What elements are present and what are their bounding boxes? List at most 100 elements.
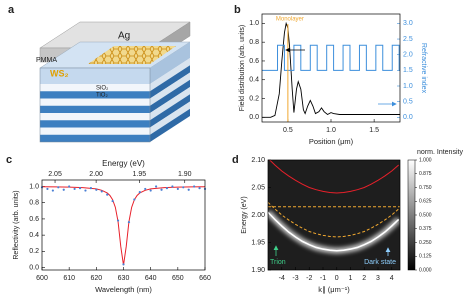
colorbar-tick-label: 0.750 [419, 185, 432, 191]
stack-layer-side [150, 94, 190, 128]
data-point [84, 189, 87, 192]
colorbar-tick-label: 0.000 [419, 267, 432, 273]
stack-layer-side [150, 101, 190, 135]
x-tick-label: 630 [118, 275, 130, 282]
x-axis-label: Position (μm) [309, 137, 354, 146]
y-tick-label: 1.0 [29, 183, 39, 190]
structure-diagram: a Ag PMMA WS₂ SiO₂ TiO₂ [8, 4, 191, 143]
x2-tick-label: 1.90 [178, 171, 192, 178]
x2-tick-label: 1.95 [132, 171, 146, 178]
stack-layer-side [150, 58, 190, 92]
x-tick-label: 0 [335, 275, 339, 282]
data-point [116, 219, 120, 222]
colorbar-tick-label: 0.375 [419, 226, 432, 232]
layer-label: SiO₂ [96, 86, 109, 92]
data-point [149, 189, 152, 192]
data-point [68, 185, 71, 188]
data-point [193, 185, 196, 188]
y2-tick-label: 1.5 [403, 67, 413, 74]
data-point [171, 185, 174, 188]
stack-layer-side [150, 72, 190, 106]
data-point [138, 191, 141, 194]
y-tick-label: 2.00 [251, 212, 265, 219]
layer-label: Ag [118, 31, 130, 42]
stack-layer [40, 84, 150, 92]
x-tick-label: 600 [36, 275, 48, 282]
data-point [51, 189, 54, 192]
colorbar-label: norm. Intensity [417, 149, 463, 156]
y2-tick-label: 1.0 [403, 83, 413, 90]
y-tick-label: 1.90 [251, 267, 265, 274]
stack-layer [40, 120, 150, 128]
x-axis-label: Wavelength (nm) [95, 285, 152, 294]
colorbar [407, 159, 416, 271]
x-tick-label: 650 [172, 275, 184, 282]
y-tick-label: 0.8 [29, 200, 39, 207]
x-tick-label: -3 [292, 275, 298, 282]
colorbar-tick-label: 0.625 [419, 199, 432, 205]
y-tick-label: 1.0 [249, 20, 259, 27]
data-point [78, 187, 82, 190]
annotation: Trion [270, 259, 286, 266]
y2-tick-label: 0.0 [403, 114, 413, 121]
pmma-side [150, 42, 190, 84]
stack-layer [40, 113, 150, 121]
colorbar-tick-label: 0.500 [419, 212, 432, 218]
y-tick-label: 2.10 [251, 157, 265, 164]
data-point [127, 221, 131, 224]
y2-tick-label: 2.5 [403, 36, 413, 43]
x-tick-label: 640 [145, 275, 157, 282]
y-tick-label: 0.4 [29, 232, 39, 239]
stack-layer-side [150, 108, 190, 142]
series-line [262, 44, 400, 71]
x2-tick-label: 2.00 [89, 171, 103, 178]
stack-layer-side [150, 87, 190, 121]
stack-layer [40, 98, 150, 106]
y-tick-label: 0.0 [29, 264, 39, 271]
x2-axis-label: Energy (eV) [102, 159, 145, 168]
data-point [95, 188, 98, 191]
x-tick-label: -2 [306, 275, 312, 282]
x2-tick-label: 2.05 [48, 171, 62, 178]
series-line [268, 201, 399, 238]
data-point [133, 198, 136, 201]
stack-layer [40, 127, 150, 135]
panel-label: b [234, 4, 241, 16]
x-tick-label: -4 [279, 275, 285, 282]
x-tick-label: 1 [349, 275, 353, 282]
panel-label: c [6, 154, 12, 166]
layer-label: WS₂ [50, 68, 69, 78]
y2-axis-label: Refractive index [420, 43, 427, 94]
data-point [176, 187, 179, 191]
series-line [268, 211, 400, 252]
panel-label: a [8, 4, 15, 16]
data-point [111, 199, 114, 203]
data-point [106, 193, 109, 196]
x-tick-label: -1 [320, 275, 326, 282]
series-line [41, 186, 206, 266]
y2-tick-label: 3.0 [403, 20, 413, 27]
x-tick-label: 3 [376, 275, 380, 282]
data-point [182, 186, 185, 189]
data-point [165, 187, 169, 190]
panel-label: d [232, 154, 239, 166]
data-point [122, 263, 125, 266]
x-axis-label: k∥ (μm⁻¹) [318, 285, 350, 294]
dbr-stack [39, 58, 190, 143]
data-point [187, 188, 190, 191]
x-tick-label: 4 [390, 275, 394, 282]
data-point [62, 188, 65, 191]
stack-layer [40, 91, 150, 99]
y-axis-label: Reflectivity (arb. units) [13, 190, 20, 259]
y-tick-label: 2.05 [251, 184, 265, 191]
layer-label: TiO₂ [96, 93, 108, 99]
y-tick-label: 0.8 [249, 39, 259, 46]
y-tick-label: 0.4 [249, 77, 259, 84]
y-tick-label: 1.95 [251, 239, 265, 246]
y2-tick-label: 2.0 [403, 52, 413, 59]
x-tick-label: 620 [90, 275, 102, 282]
x-tick-label: 610 [63, 275, 75, 282]
y-tick-label: 0.6 [29, 216, 39, 223]
y-tick-label: 0.6 [249, 58, 259, 65]
